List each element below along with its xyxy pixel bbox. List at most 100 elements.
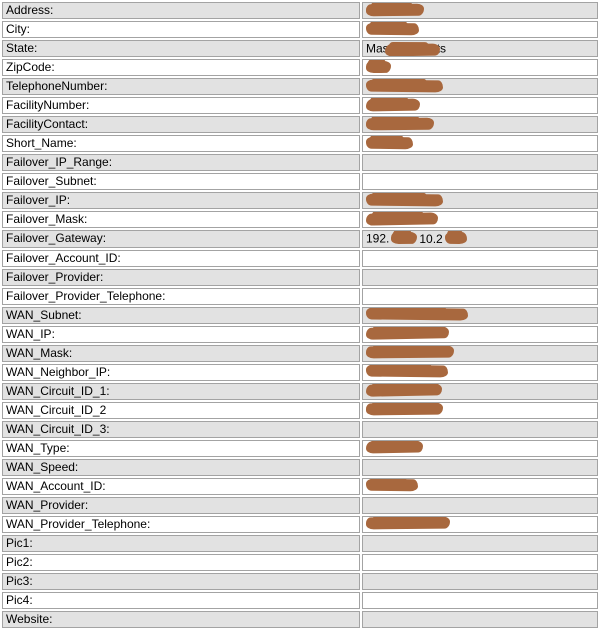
redaction-mark xyxy=(365,403,444,416)
field-label: WAN_Account_ID: xyxy=(2,477,360,495)
redaction-mark xyxy=(365,117,435,131)
table-row: ZipCode: xyxy=(2,59,598,77)
redaction-mark xyxy=(365,193,444,207)
table-row: Failover_Provider_Telephone: xyxy=(2,287,598,305)
field-label: WAN_Circuit_ID_3: xyxy=(2,420,360,438)
field-label: Failover_Subnet: xyxy=(2,173,360,191)
field-label: WAN_Type: xyxy=(2,439,360,457)
field-value xyxy=(362,572,598,590)
redaction-mark xyxy=(365,383,443,398)
field-value xyxy=(362,135,598,153)
field-label: Website: xyxy=(2,610,360,628)
redaction-mark xyxy=(365,98,421,112)
field-value xyxy=(362,192,598,210)
redaction-mark xyxy=(365,3,425,17)
table-row: WAN_IP: xyxy=(2,325,598,343)
redaction-mark xyxy=(365,61,392,74)
table-row: Failover_Provider: xyxy=(2,268,598,286)
field-value xyxy=(362,515,598,533)
field-value xyxy=(362,97,598,115)
redaction-mark xyxy=(365,136,414,150)
table-row: Short_Name: xyxy=(2,135,598,153)
table-row: Pic4: xyxy=(2,591,598,609)
redaction-mark xyxy=(365,79,444,93)
table-row: WAN_Neighbor_IP: xyxy=(2,363,598,381)
field-value xyxy=(362,610,598,628)
redaction-mark xyxy=(365,22,420,36)
table-row: State:Massachusetts xyxy=(2,40,598,58)
field-value xyxy=(362,496,598,514)
field-label: Pic4: xyxy=(2,591,360,609)
field-value: 192. 10.2 xyxy=(362,230,598,248)
field-label: Short_Name: xyxy=(2,135,360,153)
redaction-mark xyxy=(444,232,467,245)
field-label: WAN_IP: xyxy=(2,325,360,343)
field-value xyxy=(362,363,598,381)
field-value xyxy=(362,382,598,400)
table-row: Failover_IP_Range: xyxy=(2,154,598,172)
field-label: Failover_IP: xyxy=(2,192,360,210)
field-value-text: 192. xyxy=(366,231,390,246)
redaction-mark xyxy=(365,517,451,530)
redaction-mark xyxy=(391,232,418,245)
field-label: WAN_Neighbor_IP: xyxy=(2,363,360,381)
field-label: Failover_Account_ID: xyxy=(2,249,360,267)
field-value xyxy=(362,534,598,552)
field-label: WAN_Subnet: xyxy=(2,306,360,324)
table-row: FacilityNumber: xyxy=(2,97,598,115)
table-row: Failover_IP: xyxy=(2,192,598,210)
field-label: FacilityContact: xyxy=(2,116,360,134)
table-row: Website: xyxy=(2,610,598,628)
field-label: WAN_Mask: xyxy=(2,344,360,362)
table-row: WAN_Provider_Telephone: xyxy=(2,515,598,533)
field-label: Failover_Provider_Telephone: xyxy=(2,287,360,305)
table-row: WAN_Speed: xyxy=(2,458,598,476)
field-label: Failover_Mask: xyxy=(2,211,360,229)
table-row: WAN_Circuit_ID_2 xyxy=(2,401,598,419)
field-label: FacilityNumber: xyxy=(2,97,360,115)
facility-info-table: Address: City: State:MassachusettsZipCode:… xyxy=(0,0,600,630)
field-label: TelephoneNumber: xyxy=(2,78,360,96)
table-row: Pic1: xyxy=(2,534,598,552)
table-row: City: xyxy=(2,21,598,38)
field-label: WAN_Circuit_ID_1: xyxy=(2,382,360,400)
field-label: WAN_Circuit_ID_2 xyxy=(2,401,360,419)
field-label: Pic3: xyxy=(2,572,360,590)
field-value xyxy=(362,173,598,191)
table-row: Failover_Account_ID: xyxy=(2,249,598,267)
table-row: Address: xyxy=(2,2,598,19)
field-value xyxy=(362,553,598,571)
redaction-mark xyxy=(365,307,469,322)
field-value-text: 10.2 xyxy=(419,231,443,246)
field-label: Pic2: xyxy=(2,553,360,571)
table-row: Failover_Subnet: xyxy=(2,173,598,191)
field-label: WAN_Provider_Telephone: xyxy=(2,515,360,533)
table-row: WAN_Mask: xyxy=(2,344,598,362)
table-row: FacilityContact: xyxy=(2,116,598,134)
field-value xyxy=(362,287,598,305)
field-label: Pic1: xyxy=(2,534,360,552)
field-value xyxy=(362,78,598,96)
field-label: State: xyxy=(2,40,360,58)
field-value xyxy=(362,59,598,77)
field-value xyxy=(362,306,598,324)
field-value xyxy=(362,2,598,19)
redaction-mark xyxy=(365,440,424,455)
field-value xyxy=(362,591,598,609)
redaction-mark xyxy=(365,479,419,492)
table-row: WAN_Account_ID: xyxy=(2,477,598,495)
field-label: WAN_Speed: xyxy=(2,458,360,476)
field-value xyxy=(362,211,598,229)
field-label: Failover_Provider: xyxy=(2,268,360,286)
redaction-mark xyxy=(365,346,455,359)
redaction-mark xyxy=(384,43,441,57)
field-value xyxy=(362,401,598,419)
field-value xyxy=(362,116,598,134)
field-label: Address: xyxy=(2,2,360,19)
field-value xyxy=(362,458,598,476)
field-value xyxy=(362,477,598,495)
redaction-mark xyxy=(365,212,439,226)
field-label: Failover_IP_Range: xyxy=(2,154,360,172)
field-label: City: xyxy=(2,21,360,38)
table-row: WAN_Subnet: xyxy=(2,306,598,324)
